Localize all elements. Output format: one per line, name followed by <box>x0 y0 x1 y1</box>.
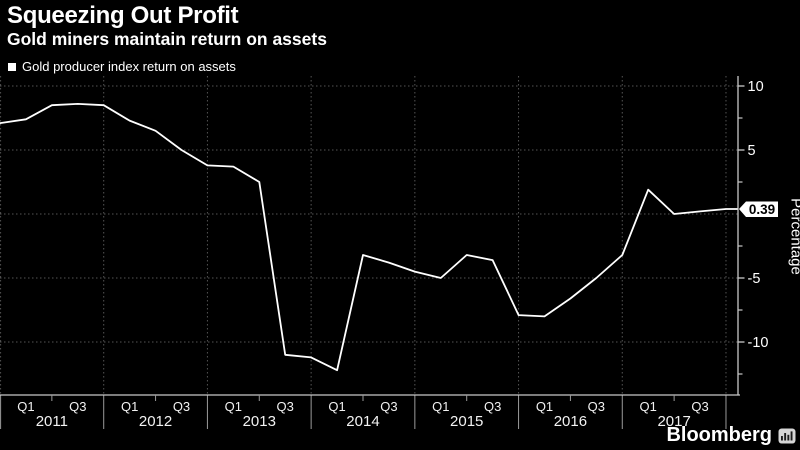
x-quarter-label: Q1 <box>640 399 657 414</box>
x-quarter-label: Q1 <box>536 399 553 414</box>
x-year-label: 2012 <box>139 413 172 430</box>
x-quarter-label: Q1 <box>17 399 34 414</box>
x-year-label: 2014 <box>346 413 379 430</box>
x-year-label: 2013 <box>243 413 276 430</box>
x-quarter-label: Q3 <box>277 399 294 414</box>
y-tick-label: -5 <box>748 271 761 287</box>
x-quarter-label: Q1 <box>328 399 345 414</box>
x-year-label: 2011 <box>36 413 68 430</box>
y-tick-label: 10 <box>748 79 764 95</box>
x-year-label: 2016 <box>554 413 587 430</box>
x-quarter-label: Q3 <box>380 399 397 414</box>
x-quarter-label: Q3 <box>691 399 708 414</box>
legend-label: Gold producer index return on assets <box>22 59 236 74</box>
chart-subtitle: Gold miners maintain return on assets <box>7 29 327 49</box>
series-line <box>0 103 738 372</box>
x-quarter-label: Q3 <box>484 399 501 414</box>
last-value-badge <box>739 201 778 218</box>
bloomberg-logo: Bloomberg <box>666 424 796 447</box>
chart-title: Squeezing Out Profit <box>7 2 239 29</box>
y-tick-label: -10 <box>748 335 769 351</box>
bloomberg-logo-text: Bloomberg <box>666 424 772 446</box>
legend-marker-icon <box>8 62 16 71</box>
x-quarter-label: Q3 <box>588 399 605 414</box>
x-quarter-label: Q3 <box>173 399 190 414</box>
last-value-badge-label: 0.39 <box>749 202 775 217</box>
x-quarter-label: Q1 <box>432 399 449 414</box>
bloomberg-bars-icon <box>778 428 796 443</box>
x-quarter-label: Q1 <box>121 399 138 414</box>
x-year-label: 2017 <box>657 413 690 430</box>
y-axis-title: Percentage <box>788 198 800 275</box>
x-year-label: 2015 <box>450 413 483 430</box>
legend: Gold producer index return on assets <box>8 59 236 74</box>
x-quarter-label: Q3 <box>69 399 86 414</box>
x-quarter-label: Q1 <box>225 399 242 414</box>
y-tick-label: 5 <box>748 143 756 159</box>
